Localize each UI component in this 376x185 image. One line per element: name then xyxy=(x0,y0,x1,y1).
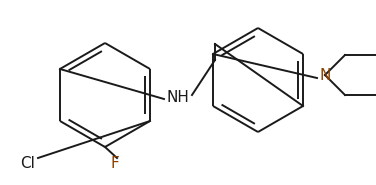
Text: Cl: Cl xyxy=(21,156,35,171)
Text: NH: NH xyxy=(167,90,190,105)
Text: N: N xyxy=(319,68,331,83)
Text: F: F xyxy=(111,156,119,171)
